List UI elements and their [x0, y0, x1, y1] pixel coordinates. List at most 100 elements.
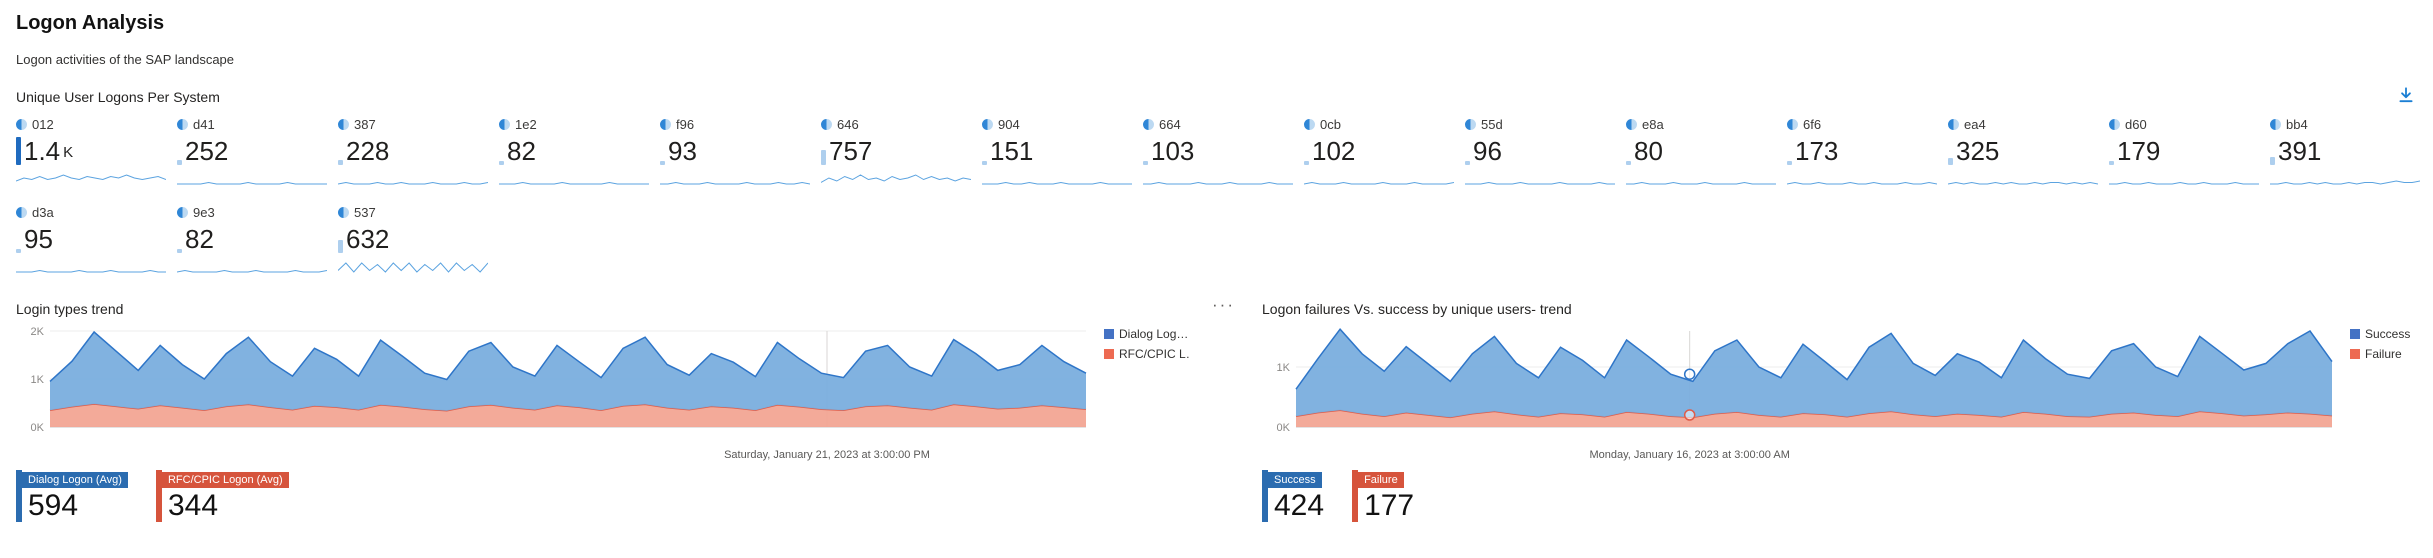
value-magnitude-bar	[982, 161, 987, 165]
chart-stats: Dialog Logon (Avg) 594 RFC/CPIC Logon (Avg…	[16, 470, 1190, 522]
system-id: 012	[32, 117, 54, 132]
logon-count: 102	[1312, 136, 1356, 166]
x-axis-date-label: Saturday, January 21, 2023 at 3:00:00 PM	[724, 449, 930, 461]
value-magnitude-bar	[16, 249, 21, 253]
system-id: 55d	[1481, 117, 1503, 132]
download-arrow-glyph	[2399, 87, 2413, 103]
system-logon-tile[interactable]: 646 757	[821, 117, 976, 189]
system-logon-tile[interactable]: f96 93	[660, 117, 815, 189]
legend-item: Failure	[2350, 347, 2433, 361]
chart-title: Logon failures Vs. success by unique use…	[1262, 301, 1572, 317]
sparkline	[1626, 181, 1776, 185]
stat-label: Dialog Logon (Avg)	[22, 472, 128, 488]
system-icon	[2109, 119, 2120, 130]
system-id: e8a	[1642, 117, 1664, 132]
system-icon	[1948, 119, 1959, 130]
sparkline	[982, 181, 1132, 185]
area-chart-canvas: 0K 1K	[1277, 328, 2333, 434]
charts-row: Login types trend 0K 1K 2K Saturday, Janua…	[16, 295, 2417, 522]
download-icon[interactable]	[2397, 86, 2415, 104]
system-icon	[660, 119, 671, 130]
system-logon-tile[interactable]: ea4 325	[1948, 117, 2103, 189]
login-types-trend-chart: Login types trend 0K 1K 2K Saturday, Janua…	[16, 301, 1190, 522]
system-logon-tile[interactable]: 387 228	[338, 117, 493, 189]
value-magnitude-bar	[1304, 161, 1309, 165]
value-magnitude-bar	[2109, 161, 2114, 165]
sparkline	[2270, 180, 2420, 185]
plot-area: 0K 1K Monday, January 16, 2023 at 3:00:00…	[1262, 325, 2338, 461]
system-icon	[16, 119, 27, 130]
sparkline	[821, 174, 971, 183]
system-icon	[177, 119, 188, 130]
logon-count: 252	[185, 136, 229, 166]
legend-swatch	[1104, 329, 1114, 339]
system-icon	[177, 207, 188, 218]
svg-text:1K: 1K	[1277, 362, 1291, 374]
logon-count: 632	[346, 224, 390, 254]
system-icon	[821, 119, 832, 130]
system-id: bb4	[2286, 117, 2308, 132]
sparkline	[499, 181, 649, 185]
sparkline	[1465, 181, 1615, 185]
sparkline	[660, 181, 810, 185]
stat-label: Failure	[1358, 472, 1404, 488]
value-magnitude-bar	[1143, 161, 1148, 165]
logon-failures-vs-success-chart: Logon failures Vs. success by unique use…	[1262, 301, 2433, 522]
system-logon-tile[interactable]: 537 632	[338, 205, 493, 277]
system-logon-tile[interactable]: d41 252	[177, 117, 332, 189]
system-logon-tile[interactable]: 904 151	[982, 117, 1137, 189]
system-logon-tile[interactable]: 664 103	[1143, 117, 1298, 189]
system-id: d60	[2125, 117, 2147, 132]
system-id: 664	[1159, 117, 1181, 132]
legend-item: Dialog Log…	[1104, 327, 1190, 341]
chart-title: Login types trend	[16, 301, 124, 317]
system-icon	[499, 119, 510, 130]
system-id: d3a	[32, 205, 54, 220]
system-id: 6f6	[1803, 117, 1822, 132]
system-id: 9e3	[193, 205, 215, 220]
system-logon-tile[interactable]: d3a 95	[16, 205, 171, 277]
unique-user-logons-grid: 012 1.4 K d41 252 387 228	[16, 117, 2433, 277]
logon-count: 82	[507, 136, 536, 166]
legend-label: Success	[2365, 327, 2411, 341]
system-icon	[1143, 119, 1154, 130]
system-icon	[338, 119, 349, 130]
system-logon-tile[interactable]: 9e3 82	[177, 205, 332, 277]
svg-text:0K: 0K	[31, 422, 45, 434]
system-logon-tile[interactable]: d60 179	[2109, 117, 2264, 189]
logon-count: 80	[1634, 136, 1663, 166]
system-logon-tile[interactable]: 1e2 82	[499, 117, 654, 189]
system-logon-tile[interactable]: e8a 80	[1626, 117, 1781, 189]
chart-stats: Success 424 Failure 177	[1262, 470, 2433, 522]
svg-text:1K: 1K	[31, 374, 45, 386]
system-logon-tile[interactable]: 012 1.4 K	[16, 117, 171, 189]
system-id: f96	[676, 117, 695, 132]
legend-label: RFC/CPIC L…	[1119, 347, 1190, 361]
stat-value: 594	[28, 489, 79, 522]
system-logon-tile[interactable]: 6f6 173	[1787, 117, 1942, 189]
value-magnitude-bar	[177, 160, 182, 165]
sparkline	[1787, 181, 1937, 185]
logon-count: 757	[829, 136, 873, 166]
stat-value: 424	[1274, 489, 1325, 522]
logon-count-suffix: K	[63, 144, 74, 161]
stat-tile: Failure 177	[1352, 470, 1414, 522]
stat-value: 344	[167, 489, 219, 522]
more-options-icon[interactable]: ···	[1212, 295, 1235, 314]
value-magnitude-bar	[338, 160, 343, 165]
system-id: 537	[354, 205, 376, 220]
value-magnitude-bar	[338, 240, 343, 253]
system-icon	[982, 119, 993, 130]
logon-count: 391	[2278, 136, 2322, 166]
stat-tile: RFC/CPIC Logon (Avg) 344	[155, 470, 289, 522]
system-logon-tile[interactable]: 0cb 102	[1304, 117, 1459, 189]
logon-count: 179	[2117, 136, 2161, 166]
logon-count: 96	[1473, 136, 1502, 166]
page-subtitle: Logon activities of the SAP landscape	[16, 52, 235, 67]
system-logon-tile[interactable]: bb4 391	[2270, 117, 2425, 189]
logon-count: 1.4	[24, 136, 61, 166]
stat-tile: Dialog Logon (Avg) 594	[16, 470, 128, 522]
system-logon-tile[interactable]: 55d 96	[1465, 117, 1620, 189]
sparkline	[338, 262, 488, 273]
sparkline	[1948, 181, 2098, 185]
